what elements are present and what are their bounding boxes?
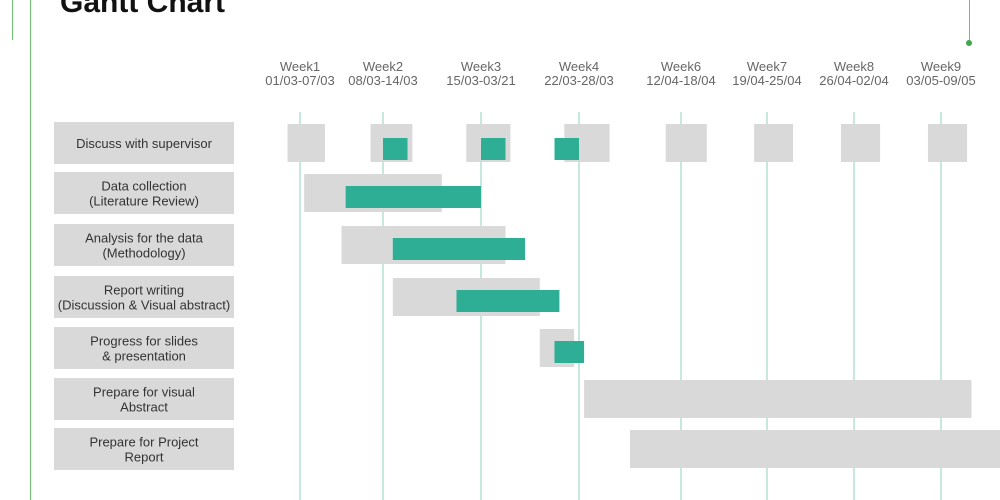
week-date-label: 26/04-02/04 [819, 73, 888, 88]
week-header-label: Week8 [834, 59, 874, 74]
week-header-label: Week1 [280, 59, 320, 74]
task-label-box [54, 276, 234, 318]
week-date-label: 22/03-28/03 [544, 73, 613, 88]
task-label-text: & presentation [102, 349, 186, 364]
frame-line-left [30, 0, 31, 500]
week-header-label: Week3 [461, 59, 501, 74]
chart-title: Gantt Chart [60, 0, 225, 19]
task-label-text: (Literature Review) [89, 194, 199, 209]
task-label-box [54, 172, 234, 214]
task-label-box [54, 378, 234, 420]
task-label-box [54, 224, 234, 266]
task-label-text: Analysis for the data [85, 231, 204, 246]
actual-bar [554, 341, 585, 363]
task-label-box [54, 327, 234, 369]
week-header-label: Week9 [921, 59, 961, 74]
task-label-box [54, 122, 234, 164]
task-label-text: Abstract [120, 400, 168, 415]
task-label-text: (Discussion & Visual abstract) [58, 298, 230, 313]
actual-bar [383, 138, 408, 160]
week-date-label: 15/03-03/21 [446, 73, 515, 88]
actual-bar [481, 138, 506, 160]
week-date-label: 12/04-18/04 [646, 73, 715, 88]
task-label-text: Prepare for Project [89, 435, 198, 450]
week-date-label: 08/03-14/03 [348, 73, 417, 88]
week-header-label: Week6 [661, 59, 701, 74]
task-label-text: Progress for slides [90, 334, 198, 349]
actual-bar [456, 290, 560, 312]
week-date-label: 19/04-25/04 [732, 73, 801, 88]
task-label-text: Prepare for visual [93, 385, 195, 400]
planned-bar [840, 124, 881, 162]
planned-bar [665, 124, 707, 162]
task-label-box [54, 428, 234, 470]
planned-bar [287, 124, 325, 162]
week-date-label: 01/03-07/03 [265, 73, 334, 88]
task-label-text: Data collection [101, 179, 186, 194]
frame-line-left-short [12, 0, 13, 40]
week-date-label: 03/05-09/05 [906, 73, 975, 88]
week-header-label: Week2 [363, 59, 403, 74]
actual-bar [345, 186, 481, 208]
task-label-text: (Methodology) [102, 246, 185, 261]
planned-bar [927, 124, 968, 162]
week-header-label: Week4 [559, 59, 599, 74]
frame-line-right [969, 0, 970, 42]
planned-bar [584, 380, 972, 418]
planned-bar [630, 430, 1000, 468]
planned-bar [754, 124, 794, 162]
actual-bar [554, 138, 579, 160]
task-label-text: Discuss with supervisor [76, 136, 212, 151]
actual-bar [392, 238, 526, 260]
task-label-text: Report [124, 450, 163, 465]
task-label-text: Report writing [104, 283, 184, 298]
frame-dot [966, 40, 972, 46]
week-header-label: Week7 [747, 59, 787, 74]
